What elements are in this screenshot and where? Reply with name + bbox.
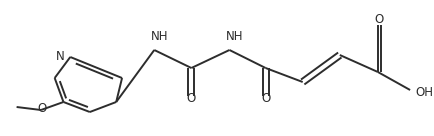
Text: O: O bbox=[37, 101, 46, 115]
Text: O: O bbox=[373, 13, 383, 26]
Text: O: O bbox=[260, 92, 270, 105]
Text: O: O bbox=[186, 92, 196, 105]
Text: NH: NH bbox=[225, 30, 243, 43]
Text: OH: OH bbox=[414, 86, 432, 98]
Text: NH: NH bbox=[150, 30, 168, 43]
Text: N: N bbox=[56, 50, 64, 64]
